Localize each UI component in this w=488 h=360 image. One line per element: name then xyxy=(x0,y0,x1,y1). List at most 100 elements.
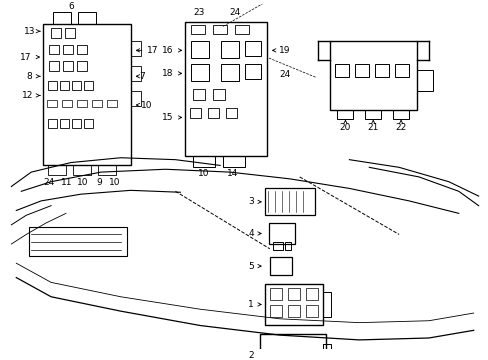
Bar xyxy=(394,64,408,77)
Bar xyxy=(269,305,281,317)
Bar xyxy=(191,41,209,58)
Bar xyxy=(77,45,87,54)
Bar xyxy=(223,156,244,167)
Bar xyxy=(47,100,57,107)
Text: 10: 10 xyxy=(109,178,120,187)
Bar xyxy=(416,69,432,91)
Text: 10: 10 xyxy=(197,168,208,177)
Bar xyxy=(322,292,330,317)
Bar xyxy=(78,12,96,23)
Bar xyxy=(365,110,381,120)
Bar xyxy=(106,100,117,107)
Text: 14: 14 xyxy=(227,168,238,177)
Bar xyxy=(260,334,325,360)
Text: 18: 18 xyxy=(162,69,173,78)
Bar xyxy=(213,89,224,100)
Bar xyxy=(322,344,330,360)
Text: 12: 12 xyxy=(21,91,33,100)
Bar xyxy=(53,12,71,23)
Bar xyxy=(48,120,57,128)
Bar xyxy=(72,81,81,90)
Bar xyxy=(65,28,75,38)
Bar xyxy=(72,120,81,128)
Bar xyxy=(191,26,205,34)
Text: 2: 2 xyxy=(247,351,253,360)
Text: 4: 4 xyxy=(247,229,253,238)
Bar xyxy=(84,81,93,90)
Text: 24: 24 xyxy=(279,70,290,79)
Bar xyxy=(337,110,353,120)
Bar xyxy=(62,100,72,107)
Bar xyxy=(130,66,141,81)
Bar xyxy=(84,120,93,128)
Text: 23: 23 xyxy=(193,8,204,17)
Text: 15: 15 xyxy=(162,113,173,122)
Bar xyxy=(51,28,61,38)
Bar xyxy=(193,156,215,167)
Bar xyxy=(193,89,205,100)
Text: 24: 24 xyxy=(43,178,55,187)
Text: 22: 22 xyxy=(395,122,406,131)
Bar xyxy=(73,165,91,175)
Bar xyxy=(191,64,209,81)
Bar xyxy=(213,26,226,34)
Text: 9: 9 xyxy=(96,178,102,187)
Bar xyxy=(264,188,314,215)
Bar xyxy=(329,41,416,110)
Bar xyxy=(268,223,294,244)
Bar xyxy=(60,81,69,90)
Text: 10: 10 xyxy=(141,100,152,109)
Text: 20: 20 xyxy=(339,122,350,131)
Bar xyxy=(63,61,73,71)
Text: 21: 21 xyxy=(367,122,378,131)
Bar xyxy=(264,284,322,325)
Bar xyxy=(305,288,317,300)
Text: 16: 16 xyxy=(162,46,173,55)
Bar xyxy=(335,64,349,77)
Bar xyxy=(244,41,261,56)
Bar xyxy=(392,110,408,120)
Bar xyxy=(185,22,266,156)
Bar xyxy=(305,305,317,317)
Bar xyxy=(235,26,248,34)
Text: 11: 11 xyxy=(61,178,73,187)
Bar xyxy=(284,242,290,250)
Text: 1: 1 xyxy=(247,300,253,309)
Bar xyxy=(272,242,282,250)
Bar xyxy=(77,61,87,71)
Bar xyxy=(374,64,388,77)
Bar xyxy=(49,45,59,54)
Bar xyxy=(221,41,239,58)
Bar xyxy=(98,165,116,175)
Text: 19: 19 xyxy=(279,46,290,55)
Text: 3: 3 xyxy=(247,197,253,206)
Bar xyxy=(43,23,130,165)
Bar xyxy=(130,91,141,106)
Text: 7: 7 xyxy=(140,72,145,81)
Bar xyxy=(49,61,59,71)
Text: 17: 17 xyxy=(20,53,31,62)
Bar xyxy=(225,108,237,118)
Bar xyxy=(269,257,291,275)
Bar xyxy=(63,45,73,54)
Text: 8: 8 xyxy=(26,72,32,81)
Bar xyxy=(29,227,126,256)
Text: 5: 5 xyxy=(247,262,253,271)
Text: 6: 6 xyxy=(68,2,74,11)
Text: 10: 10 xyxy=(77,178,88,187)
Bar xyxy=(190,108,201,118)
Bar xyxy=(355,64,368,77)
Bar xyxy=(244,64,261,79)
Bar xyxy=(60,120,69,128)
Bar xyxy=(269,288,281,300)
Bar xyxy=(287,288,299,300)
Bar xyxy=(221,64,239,81)
Bar xyxy=(130,41,141,56)
Bar xyxy=(92,100,102,107)
Text: 17: 17 xyxy=(146,46,158,55)
Bar xyxy=(77,100,87,107)
Bar xyxy=(287,305,299,317)
Bar xyxy=(208,108,219,118)
Text: 13: 13 xyxy=(23,27,35,36)
Bar xyxy=(48,165,66,175)
